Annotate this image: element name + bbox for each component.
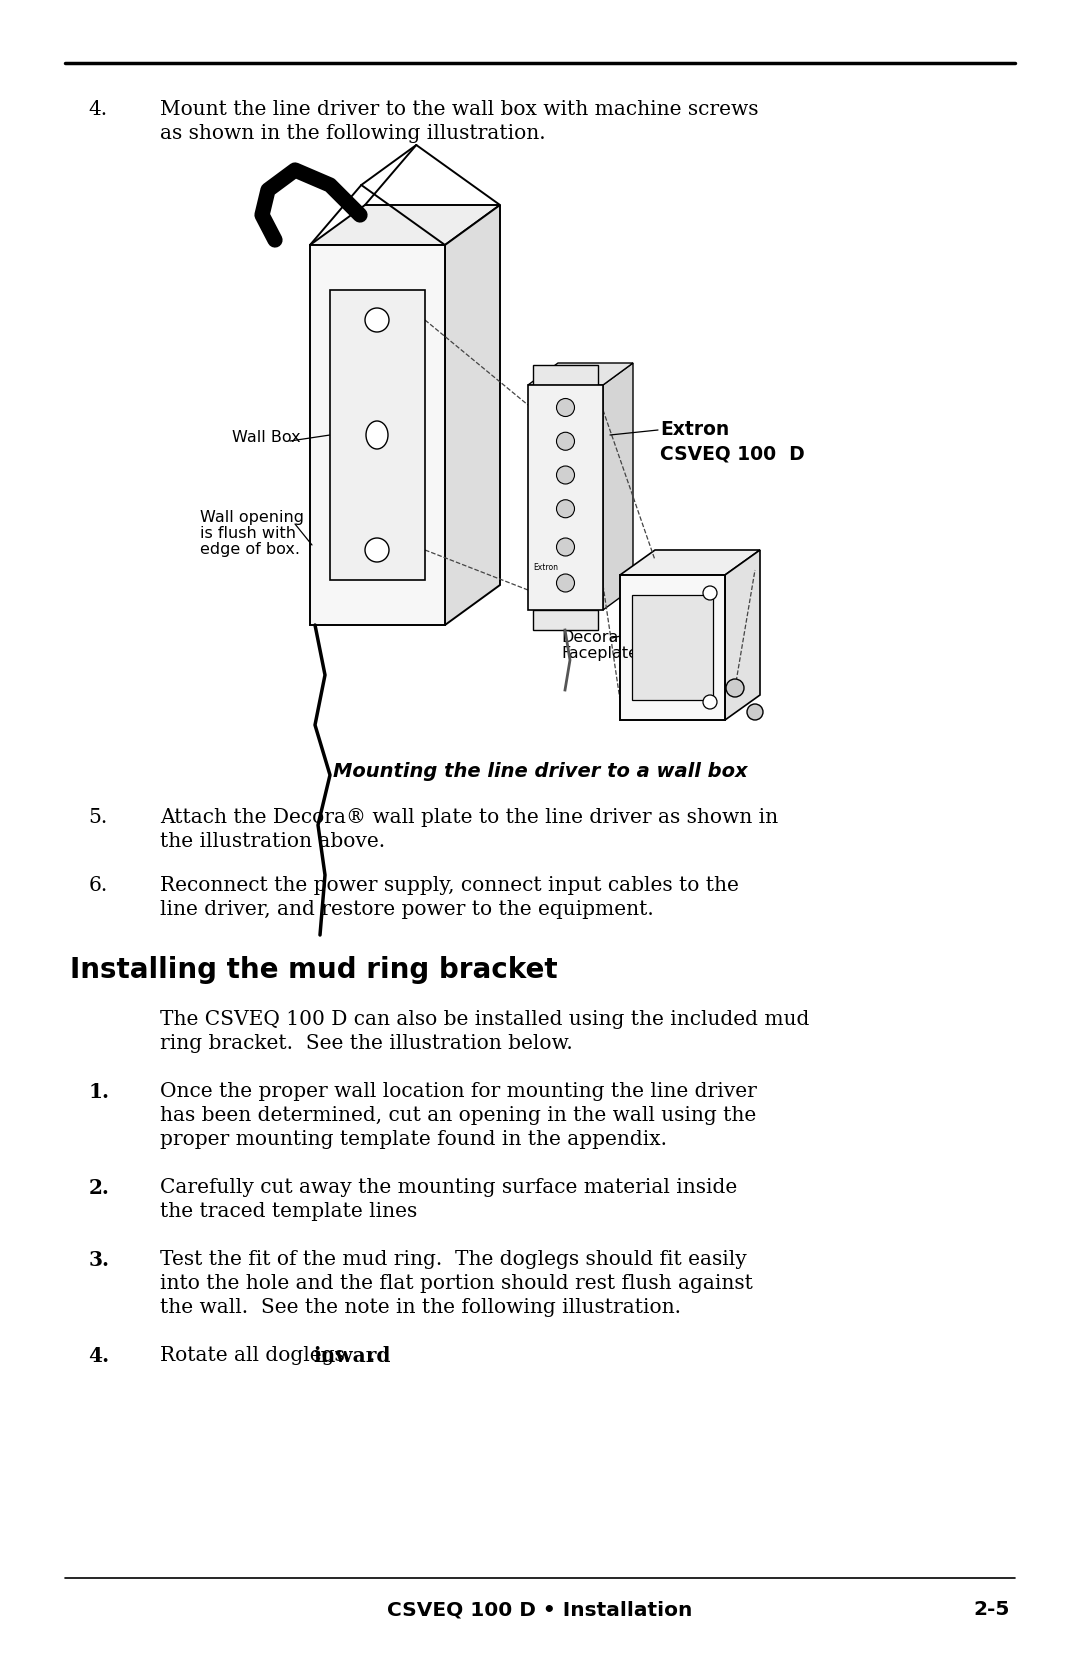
- Circle shape: [556, 466, 575, 484]
- Text: Decora: Decora: [562, 629, 619, 644]
- Circle shape: [703, 586, 717, 599]
- Text: edge of box.: edge of box.: [200, 542, 300, 557]
- Text: Test the fit of the mud ring.  The doglegs should fit easily: Test the fit of the mud ring. The dogleg…: [160, 1250, 746, 1268]
- Text: 6.: 6.: [89, 876, 108, 895]
- Polygon shape: [534, 366, 598, 386]
- Text: The CSVEQ 100 D can also be installed using the included mud: The CSVEQ 100 D can also be installed us…: [160, 1010, 809, 1030]
- Polygon shape: [603, 362, 633, 609]
- Text: Wall Box: Wall Box: [232, 431, 301, 446]
- Text: .: .: [368, 1345, 375, 1365]
- Polygon shape: [528, 386, 603, 609]
- Circle shape: [556, 432, 575, 451]
- Circle shape: [726, 679, 744, 698]
- Polygon shape: [620, 576, 725, 719]
- Text: Once the proper wall location for mounting the line driver: Once the proper wall location for mounti…: [160, 1082, 757, 1102]
- Text: Mounting the line driver to a wall box: Mounting the line driver to a wall box: [333, 763, 747, 781]
- Text: is flush with: is flush with: [200, 526, 296, 541]
- Text: 3.: 3.: [89, 1250, 109, 1270]
- Circle shape: [747, 704, 762, 719]
- Text: Rotate all doglegs: Rotate all doglegs: [160, 1345, 351, 1365]
- Circle shape: [556, 399, 575, 417]
- Text: Wall opening: Wall opening: [200, 511, 303, 526]
- Text: Carefully cut away the mounting surface material inside: Carefully cut away the mounting surface …: [160, 1178, 737, 1197]
- Polygon shape: [632, 596, 713, 699]
- Circle shape: [703, 694, 717, 709]
- Text: inward: inward: [314, 1345, 391, 1365]
- Circle shape: [556, 537, 575, 556]
- Text: 4.: 4.: [89, 1345, 110, 1365]
- Text: the traced template lines: the traced template lines: [160, 1202, 417, 1222]
- Text: CSVEQ 100  D: CSVEQ 100 D: [660, 444, 805, 462]
- Text: Faceplate: Faceplate: [562, 646, 638, 661]
- Text: Extron: Extron: [660, 421, 729, 439]
- Circle shape: [365, 537, 389, 562]
- Polygon shape: [725, 551, 760, 719]
- Text: Attach the Decora® wall plate to the line driver as shown in: Attach the Decora® wall plate to the lin…: [160, 808, 778, 828]
- Polygon shape: [620, 551, 760, 576]
- Text: 4.: 4.: [89, 100, 108, 118]
- Text: proper mounting template found in the appendix.: proper mounting template found in the ap…: [160, 1130, 666, 1148]
- Polygon shape: [310, 245, 445, 624]
- Text: the illustration above.: the illustration above.: [160, 833, 384, 851]
- Text: Reconnect the power supply, connect input cables to the: Reconnect the power supply, connect inpu…: [160, 876, 739, 895]
- Text: Extron: Extron: [534, 562, 558, 571]
- Text: Mount the line driver to the wall box with machine screws: Mount the line driver to the wall box wi…: [160, 100, 758, 118]
- Text: as shown in the following illustration.: as shown in the following illustration.: [160, 124, 545, 144]
- Text: has been determined, cut an opening in the wall using the: has been determined, cut an opening in t…: [160, 1107, 756, 1125]
- Text: 2-5: 2-5: [974, 1601, 1010, 1619]
- Polygon shape: [330, 290, 426, 581]
- Polygon shape: [534, 609, 598, 629]
- Ellipse shape: [366, 421, 388, 449]
- Text: the wall.  See the note in the following illustration.: the wall. See the note in the following …: [160, 1298, 680, 1317]
- Polygon shape: [310, 205, 500, 245]
- Text: line driver, and restore power to the equipment.: line driver, and restore power to the eq…: [160, 900, 653, 920]
- Circle shape: [365, 309, 389, 332]
- Circle shape: [556, 574, 575, 592]
- Polygon shape: [445, 205, 500, 624]
- Text: into the hole and the flat portion should rest flush against: into the hole and the flat portion shoul…: [160, 1273, 753, 1293]
- Text: 5.: 5.: [89, 808, 108, 828]
- Text: CSVEQ 100 D • Installation: CSVEQ 100 D • Installation: [388, 1601, 692, 1619]
- Text: 2.: 2.: [89, 1178, 109, 1198]
- Text: 1.: 1.: [89, 1082, 109, 1102]
- Text: ring bracket.  See the illustration below.: ring bracket. See the illustration below…: [160, 1035, 572, 1053]
- Text: Installing the mud ring bracket: Installing the mud ring bracket: [70, 956, 557, 985]
- Circle shape: [556, 499, 575, 517]
- Polygon shape: [528, 362, 633, 386]
